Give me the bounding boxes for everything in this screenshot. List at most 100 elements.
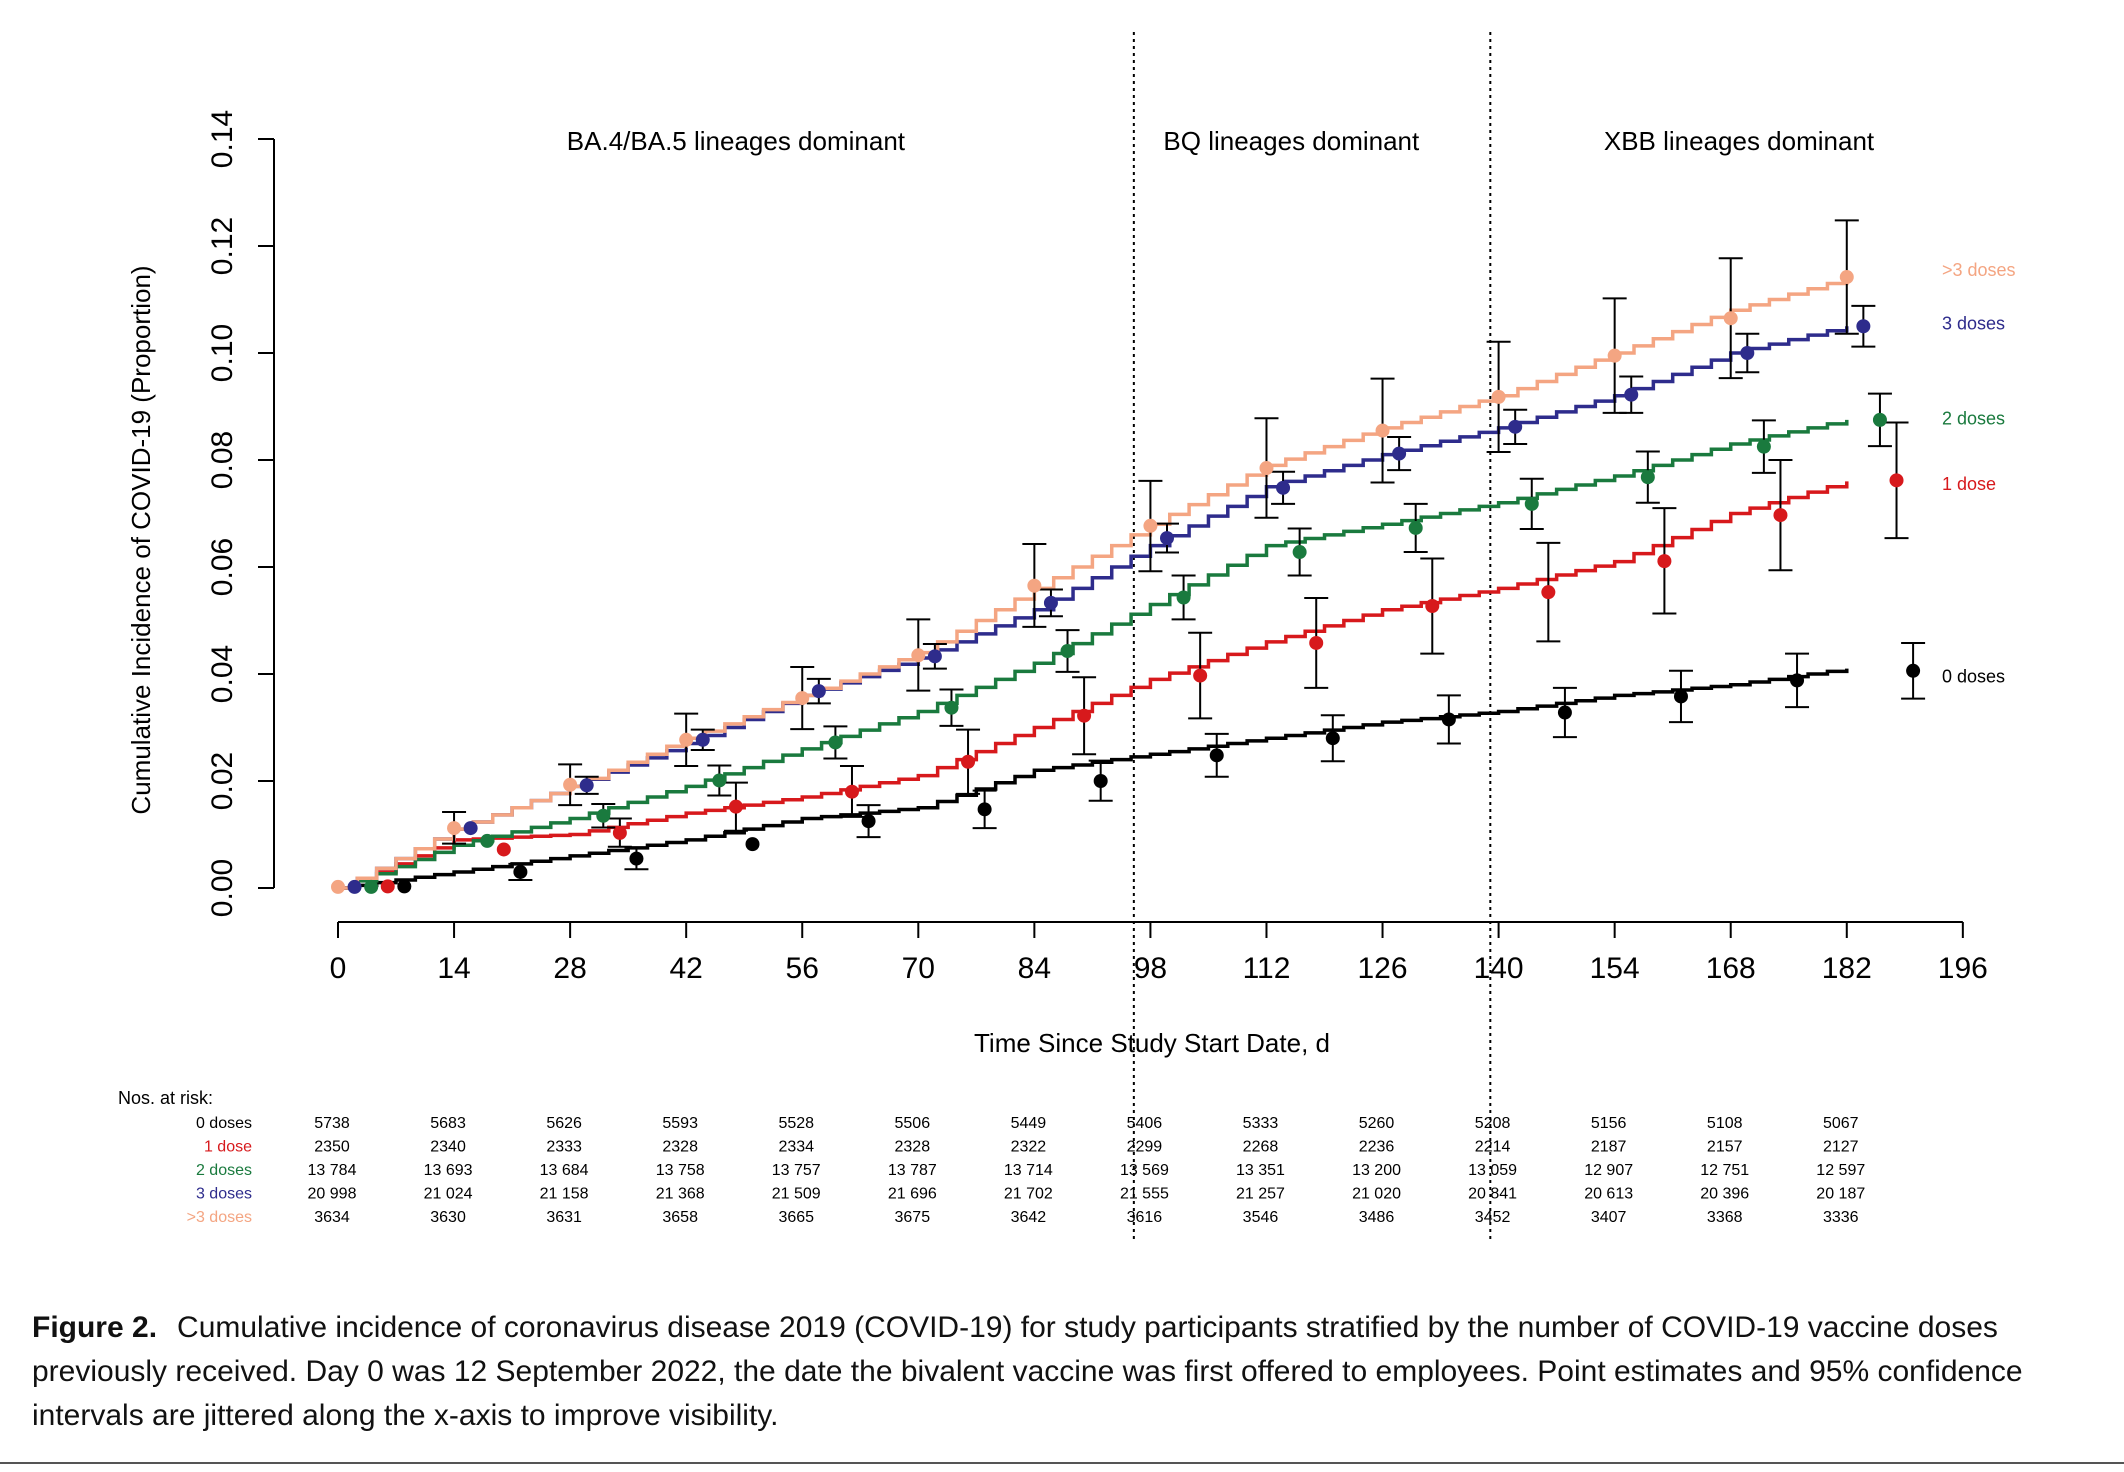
point-estimate xyxy=(1839,270,1854,285)
legend-label: 3 doses xyxy=(1942,314,2005,334)
risk-table-cell: 2328 xyxy=(895,1139,931,1156)
risk-table-cell: 13 569 xyxy=(1120,1162,1169,1179)
point-estimate xyxy=(1740,346,1755,360)
point-estimate xyxy=(1309,635,1324,650)
point-estimate xyxy=(579,778,594,793)
point-estimate xyxy=(1027,578,1042,593)
series-curve xyxy=(338,326,1849,890)
point-estimate xyxy=(1093,774,1108,788)
risk-table-cell: 21 702 xyxy=(1004,1186,1053,1203)
point-estimate xyxy=(1508,419,1523,434)
point-estimate xyxy=(844,784,859,799)
point-estimate xyxy=(513,864,528,879)
period-label: BA.4/BA.5 lineages dominant xyxy=(567,126,906,156)
risk-table-cell: 2236 xyxy=(1359,1139,1395,1156)
x-tick-label: 14 xyxy=(437,952,470,985)
risk-table-cell: 21 158 xyxy=(540,1186,589,1203)
risk-table-cell: 13 714 xyxy=(1004,1162,1053,1179)
point-estimate xyxy=(1541,585,1556,600)
point-estimate xyxy=(927,649,942,664)
point-estimate xyxy=(1043,595,1058,610)
point-estimate xyxy=(1077,708,1092,723)
risk-table-cell: 3630 xyxy=(430,1209,466,1226)
point-estimate xyxy=(596,808,611,823)
y-tick-label: 0.02 xyxy=(206,752,239,810)
risk-table-cell: 3665 xyxy=(778,1209,814,1226)
risk-table-cell: 3675 xyxy=(895,1209,931,1226)
point-estimate xyxy=(1607,348,1622,363)
x-tick-label: 70 xyxy=(902,952,935,985)
risk-table-cell: 21 509 xyxy=(772,1186,821,1203)
risk-table-cell: 20 841 xyxy=(1468,1186,1517,1203)
risk-table-row-label: 2 doses xyxy=(196,1162,252,1179)
risk-table-cell: 2340 xyxy=(430,1139,466,1156)
risk-table-cell: 2333 xyxy=(546,1139,582,1156)
point-estimate xyxy=(1557,705,1572,720)
point-estimate xyxy=(944,700,959,715)
x-tick-label: 154 xyxy=(1590,952,1640,985)
point-estimate xyxy=(1657,554,1672,569)
risk-table-cell: 5449 xyxy=(1011,1115,1047,1132)
point-estimate xyxy=(1624,387,1639,402)
point-estimate xyxy=(331,879,345,894)
point-estimate xyxy=(1889,473,1904,488)
point-estimate xyxy=(1325,731,1340,746)
risk-table-cell: 13 757 xyxy=(772,1162,821,1179)
legend-label: 0 doses xyxy=(1942,667,2005,687)
point-estimate xyxy=(1723,311,1738,326)
point-estimate xyxy=(1292,545,1307,560)
point-estimate xyxy=(1259,461,1274,476)
point-estimate xyxy=(1209,748,1224,763)
point-estimate xyxy=(1524,496,1539,511)
risk-table-cell: 21 696 xyxy=(888,1186,937,1203)
risk-table-cell: 5156 xyxy=(1591,1115,1627,1132)
point-estimate xyxy=(811,684,826,699)
y-axis-label: Cumulative Incidence of COVID-19 (Propor… xyxy=(126,265,156,814)
point-estimate xyxy=(1491,389,1506,404)
point-estimate xyxy=(1906,663,1921,678)
point-estimate xyxy=(364,879,379,894)
risk-table-cell: 20 187 xyxy=(1816,1186,1865,1203)
point-estimate xyxy=(1375,423,1390,438)
risk-table-row-label: 1 dose xyxy=(204,1139,252,1156)
risk-table-cell: 2187 xyxy=(1591,1139,1627,1156)
risk-table-cell: 3452 xyxy=(1475,1209,1511,1226)
risk-table-title: Nos. at risk: xyxy=(118,1088,213,1108)
risk-table-cell: 5208 xyxy=(1475,1115,1511,1132)
point-estimate xyxy=(1392,446,1407,461)
risk-table-cell: 2157 xyxy=(1707,1139,1743,1156)
risk-table-cell: 21 257 xyxy=(1236,1186,1285,1203)
period-label: XBB lineages dominant xyxy=(1604,126,1875,156)
point-estimate xyxy=(695,732,710,747)
risk-table-cell: 3486 xyxy=(1359,1209,1395,1226)
point-estimate xyxy=(1060,643,1075,658)
risk-table-cell: 3336 xyxy=(1823,1209,1859,1226)
risk-table-cell: 5067 xyxy=(1823,1115,1859,1132)
x-tick-label: 84 xyxy=(1018,952,1051,985)
risk-table-cell: 3642 xyxy=(1011,1209,1047,1226)
point-estimate xyxy=(447,821,462,836)
point-estimate xyxy=(1160,531,1174,546)
risk-table-row-label: >3 doses xyxy=(187,1209,252,1226)
risk-table-cell: 3616 xyxy=(1127,1209,1163,1226)
risk-table-cell: 2322 xyxy=(1011,1139,1047,1156)
x-tick-label: 196 xyxy=(1938,952,1988,985)
x-tick-label: 42 xyxy=(669,952,702,985)
x-tick-label: 182 xyxy=(1822,952,1872,985)
point-estimate xyxy=(911,648,926,663)
point-estimate xyxy=(1441,712,1456,727)
risk-table-cell: 20 998 xyxy=(308,1186,357,1203)
x-tick-label: 168 xyxy=(1706,952,1756,985)
risk-table-cell: 5260 xyxy=(1359,1115,1395,1132)
risk-table-cell: 2299 xyxy=(1127,1139,1163,1156)
point-estimate xyxy=(1193,668,1208,683)
y-tick-label: 0.06 xyxy=(206,538,239,596)
risk-table-cell: 5506 xyxy=(895,1115,931,1132)
point-estimate xyxy=(496,842,511,857)
point-estimate xyxy=(1408,520,1423,535)
risk-table-cell: 5738 xyxy=(314,1115,350,1132)
risk-table-cell: 5593 xyxy=(662,1115,698,1132)
figure-label: Figure 2. xyxy=(32,1311,158,1344)
risk-table-cell: 3658 xyxy=(662,1209,698,1226)
point-estimate xyxy=(480,833,495,848)
